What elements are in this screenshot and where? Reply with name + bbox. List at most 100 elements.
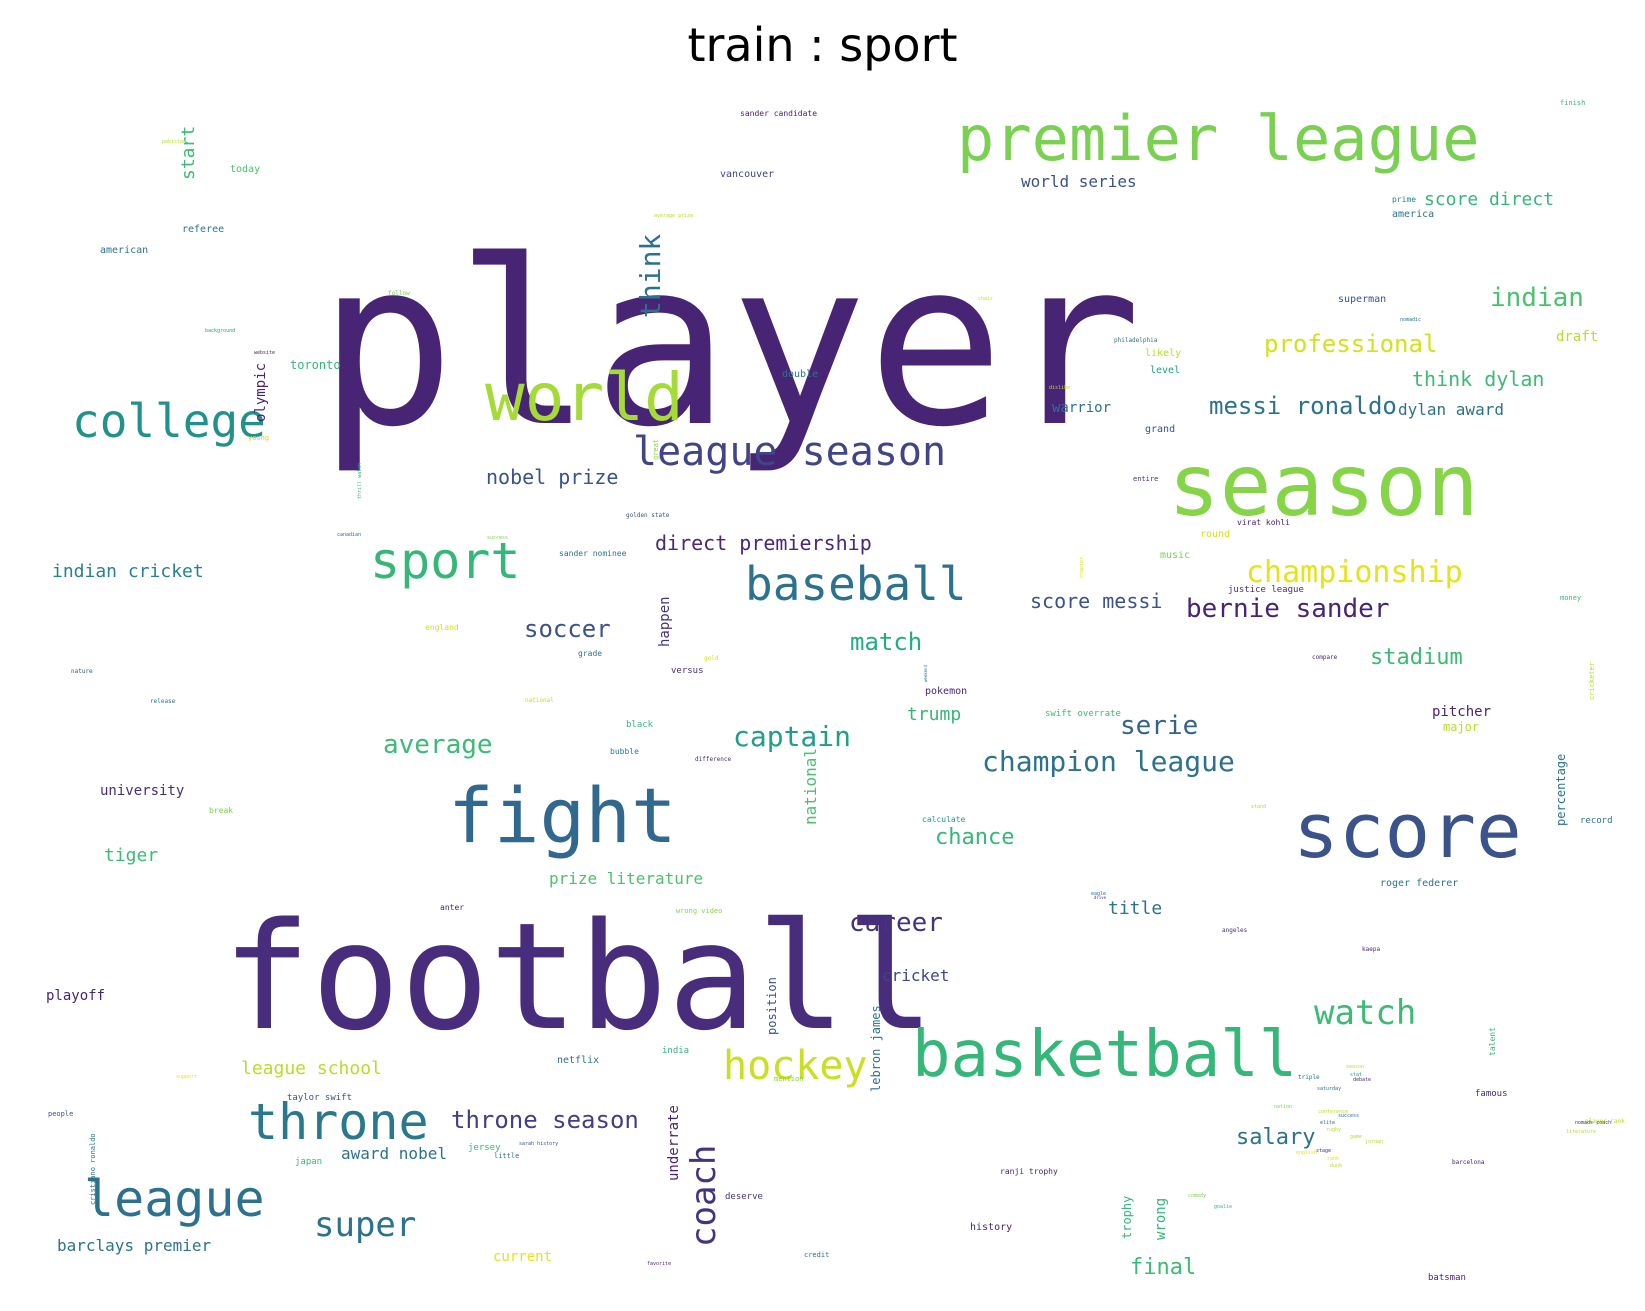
cloud-word: nobel prize — [486, 465, 618, 489]
cloud-word: title — [1108, 898, 1162, 919]
cloud-word: support — [176, 1074, 197, 1080]
cloud-word: famous — [1475, 1089, 1508, 1099]
cloud-word: happen — [657, 596, 673, 647]
cloud-word: watch — [1314, 993, 1416, 1033]
cloud-word: basketball — [912, 1018, 1297, 1092]
cloud-word: percentage — [1554, 754, 1568, 826]
cloud-word: swift overrate — [1045, 709, 1121, 719]
cloud-word: level — [1150, 365, 1180, 376]
cloud-word: underrate — [666, 1105, 682, 1181]
cloud-word: professional — [1264, 330, 1437, 358]
cloud-word: current — [493, 1249, 552, 1265]
cloud-word: success — [1338, 1113, 1359, 1119]
cloud-word: england — [425, 623, 459, 632]
cloud-word: player — [318, 211, 1142, 477]
cloud-word: champion league — [982, 745, 1235, 778]
cloud-word: throne — [248, 1093, 429, 1151]
cloud-word: game — [1350, 1134, 1362, 1140]
cloud-word: nation — [1274, 1104, 1292, 1110]
cloud-word: score — [1293, 786, 1522, 875]
cloud-word: start — [178, 126, 199, 180]
cloud-word: justice league — [1228, 585, 1304, 595]
cloud-word: gold — [704, 655, 719, 662]
cloud-word: indian cricket — [52, 561, 204, 582]
cloud-word: major — [1443, 720, 1479, 734]
cloud-word: india — [662, 1046, 689, 1056]
cloud-word: national — [801, 748, 820, 825]
cloud-word: sport — [370, 532, 521, 590]
cloud-word: premier league — [957, 102, 1480, 175]
cloud-word: philadelphia — [1114, 337, 1158, 344]
cloud-word: final — [1130, 1255, 1196, 1280]
cloud-word: nomads coach — [1575, 1120, 1611, 1126]
cloud-word: stadium — [1370, 645, 1463, 670]
cloud-word: double — [782, 369, 818, 380]
cloud-word: season — [1346, 1064, 1364, 1070]
cloud-word: tiger — [104, 845, 158, 866]
cloud-word: entire — [1133, 475, 1158, 483]
cloud-word: baseball — [745, 557, 967, 611]
cloud-word: history — [970, 1222, 1012, 1233]
cloud-word: calculate — [922, 815, 966, 824]
cloud-word: award nobel — [341, 1144, 447, 1163]
cloud-word: kaepa — [1362, 946, 1380, 953]
cloud-word: english — [1296, 1150, 1317, 1156]
cloud-word: canadian — [337, 532, 361, 538]
cloud-word: indian — [1490, 283, 1584, 313]
cloud-word: japan — [295, 1157, 322, 1167]
cloud-word: toronto — [290, 358, 341, 372]
cloud-word: wrong video — [676, 907, 722, 915]
cloud-word: national — [525, 697, 554, 704]
cloud-word: finish — [1560, 99, 1585, 107]
cloud-word: young — [248, 434, 269, 442]
cloud-word: barcelona — [1452, 1159, 1485, 1166]
cloud-word: record — [1580, 816, 1613, 826]
cloud-word: championship — [1246, 555, 1463, 590]
cloud-word: ranji trophy — [1000, 1167, 1058, 1176]
cloud-word: career — [849, 908, 943, 938]
cloud-word: chair — [978, 296, 993, 302]
cloud-word: sarah history — [519, 1141, 558, 1147]
cloud-word: background — [205, 328, 235, 334]
cloud-word: favorite — [647, 1261, 671, 1267]
cloud-word: stat — [1350, 1072, 1362, 1078]
cloud-word: college — [72, 394, 266, 448]
cloud-word: deserve — [725, 1192, 763, 1202]
cloud-word: saturday — [1317, 1086, 1341, 1092]
cloud-word: chapter — [1079, 557, 1085, 578]
cloud-word: credit — [804, 1251, 829, 1259]
cloud-word: today — [230, 164, 260, 175]
cloud-word: angeles — [1222, 927, 1248, 934]
cloud-word: triple — [1298, 1074, 1320, 1081]
cloud-word: soccer — [524, 615, 611, 643]
cloud-word: cristiano ronaldo — [89, 1133, 97, 1205]
cloud-word: direct premiership — [655, 531, 872, 555]
cloud-word: superman — [1338, 294, 1386, 305]
cloud-word: mention — [774, 1075, 804, 1083]
cloud-word: money — [1560, 594, 1581, 602]
cloud-word: debate — [1353, 1077, 1371, 1083]
cloud-word: great — [652, 439, 660, 460]
cloud-word: pakistan — [162, 139, 186, 145]
cloud-word: league — [84, 1170, 265, 1228]
cloud-word: goalie — [1214, 1204, 1232, 1210]
cloud-word: music — [1160, 550, 1190, 561]
cloud-word: eagle — [1091, 891, 1106, 897]
cloud-word: versus — [671, 666, 704, 676]
cloud-word: jordan — [1365, 1139, 1383, 1145]
cloud-word: black — [626, 720, 654, 730]
cloud-word: salary — [1236, 1125, 1315, 1150]
cloud-word: grade — [578, 649, 602, 658]
cloud-word: average — [383, 730, 493, 760]
cloud-word: grand — [1145, 424, 1175, 435]
cloud-word: pokemon — [925, 686, 967, 697]
cloud-word: world series — [1021, 172, 1137, 191]
cloud-word: round — [1200, 529, 1230, 540]
cloud-word: cricket — [882, 966, 949, 985]
cloud-word: think — [634, 234, 667, 318]
cloud-word: thrill watch — [357, 463, 363, 499]
cloud-word: score messi — [1030, 589, 1162, 613]
cloud-word: jersey — [468, 1143, 501, 1153]
cloud-word: player rank — [1585, 1118, 1625, 1125]
